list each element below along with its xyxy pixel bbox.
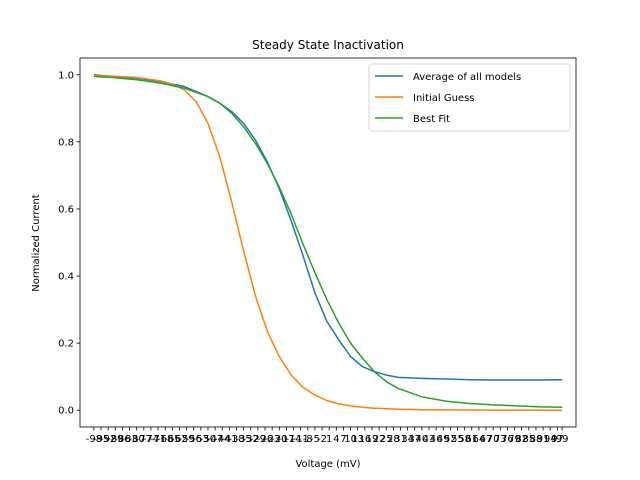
y-tick-label: 0.0 xyxy=(58,406,74,417)
x-tick-label: 4 xyxy=(333,434,339,445)
y-tick-label: 1.0 xyxy=(58,70,74,81)
x-tick-label: 70 xyxy=(487,434,500,445)
x-tick-label: 40 xyxy=(416,434,429,445)
x-tick-label: 43 xyxy=(423,434,436,445)
x-tick-label: -74 xyxy=(143,434,159,445)
x-tick-label: 49 xyxy=(437,434,450,445)
x-tick-label: 99 xyxy=(556,434,569,445)
x-tick-label: -62 xyxy=(171,434,187,445)
x-tick-label: -5 xyxy=(310,434,320,445)
x-tick-label: 46 xyxy=(430,434,443,445)
x-tick-label: -50 xyxy=(200,434,216,445)
legend-entry: Average of all models xyxy=(413,72,521,83)
x-tick-label: 73 xyxy=(494,434,507,445)
x-tick-label: -32 xyxy=(243,434,259,445)
y-tick-label: 0.8 xyxy=(58,137,74,148)
legend-box xyxy=(368,63,571,132)
x-tick-label: -92 xyxy=(100,434,116,445)
plot-area xyxy=(79,57,577,428)
x-tick-label: -20 xyxy=(271,434,287,445)
x-tick-label: 79 xyxy=(508,434,521,445)
x-tick-label: -80 xyxy=(129,434,145,445)
x-tick-label: 97 xyxy=(551,434,564,445)
x-tick-label: 31 xyxy=(394,434,407,445)
x-tick-label: -59 xyxy=(178,434,194,445)
x-tick-label: 91 xyxy=(537,434,550,445)
x-tick-label: 61 xyxy=(465,434,478,445)
x-axis-ticks: -98-95-92-89-86-83-80-77-74-71-68-65-62-… xyxy=(86,427,569,445)
legend: Average of all models Initial Guess Best F… xyxy=(368,63,571,132)
x-tick-label: 94 xyxy=(544,434,557,445)
x-tick-label: -47 xyxy=(207,434,223,445)
x-tick-label: 13 xyxy=(351,434,364,445)
x-tick-label: 25 xyxy=(380,434,393,445)
x-tick-label: -68 xyxy=(157,434,173,445)
x-tick-label: 88 xyxy=(530,434,543,445)
x-tick-label: -89 xyxy=(107,434,123,445)
x-tick-label: -53 xyxy=(193,434,209,445)
x-tick-label: 10 xyxy=(344,434,357,445)
y-axis-label: Normalized Current xyxy=(31,194,42,292)
x-tick-label: -38 xyxy=(228,434,244,445)
x-tick-label: -14 xyxy=(285,434,301,445)
x-tick-label: -8 xyxy=(303,434,313,445)
x-tick-label: -65 xyxy=(164,434,180,445)
x-tick-label: -95 xyxy=(93,434,109,445)
x-tick-label: 64 xyxy=(473,434,486,445)
x-tick-label: 76 xyxy=(501,434,514,445)
x-axis-label: Voltage (mV) xyxy=(295,459,360,470)
x-tick-label: -56 xyxy=(186,434,202,445)
x-tick-label: 58 xyxy=(458,434,471,445)
chart-title: Steady State Inactivation xyxy=(252,38,404,52)
x-tick-label: 7 xyxy=(340,434,346,445)
x-tick-label: 1 xyxy=(326,434,332,445)
x-tick-label: 52 xyxy=(444,434,457,445)
legend-entry: Best Fit xyxy=(413,114,450,125)
axes-frame xyxy=(79,57,577,428)
x-tick-label: -98 xyxy=(86,434,102,445)
series-line-2 xyxy=(93,74,563,411)
x-tick-label: -11 xyxy=(292,434,308,445)
x-tick-label: -35 xyxy=(235,434,251,445)
x-tick-label: -44 xyxy=(214,434,230,445)
series-line-3 xyxy=(93,75,563,408)
x-tick-label: -71 xyxy=(150,434,166,445)
x-tick-label: -26 xyxy=(257,434,273,445)
x-tick-label: -86 xyxy=(114,434,130,445)
x-tick-label: 28 xyxy=(387,434,400,445)
x-tick-label: 16 xyxy=(358,434,371,445)
x-tick-label: 67 xyxy=(480,434,493,445)
x-tick-label: 34 xyxy=(401,434,414,445)
x-tick-label: -29 xyxy=(250,434,266,445)
x-tick-label: -41 xyxy=(221,434,237,445)
x-tick-label: 37 xyxy=(408,434,421,445)
x-tick-label: 22 xyxy=(373,434,386,445)
y-tick-label: 0.2 xyxy=(58,339,74,350)
y-tick-label: 0.4 xyxy=(58,272,74,283)
x-tick-label: 82 xyxy=(515,434,528,445)
legend-entry: Initial Guess xyxy=(413,93,475,104)
x-tick-label: -17 xyxy=(278,434,294,445)
x-tick-label: 85 xyxy=(522,434,535,445)
y-tick-label: 0.6 xyxy=(58,204,74,215)
x-tick-label: -77 xyxy=(136,434,152,445)
x-tick-label: 19 xyxy=(366,434,379,445)
x-tick-label: -23 xyxy=(264,434,280,445)
x-tick-label: -2 xyxy=(317,434,327,445)
x-tick-label: 55 xyxy=(451,434,464,445)
y-axis-ticks: 0.0 0.2 0.4 0.6 0.8 1.0 xyxy=(58,70,80,417)
x-tick-label: -83 xyxy=(121,434,137,445)
